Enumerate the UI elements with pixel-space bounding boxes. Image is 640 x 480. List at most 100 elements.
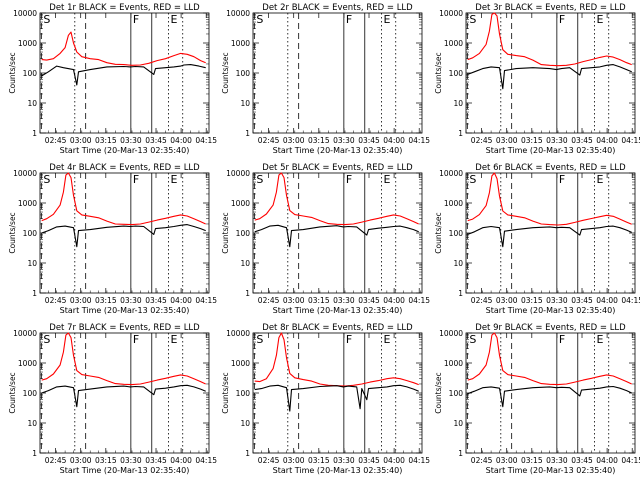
x-axis-label: Start Time (20-Mar-13 02:35:40) [60,146,190,155]
x-tick-label: 03:45 [145,136,167,145]
x-axis-label: Start Time (20-Mar-13 02:35:40) [273,466,403,475]
x-axis-label: Start Time (20-Mar-13 02:35:40) [486,146,616,155]
x-axis-label: Start Time (20-Mar-13 02:35:40) [273,146,403,155]
y-axis-label: Counts/sec [434,52,443,93]
y-axis-label: Counts/sec [221,52,230,93]
y-tick-label: 1000 [18,39,37,48]
time-marker-label: S [43,173,50,186]
events-series-line [254,384,419,412]
time-marker-label: S [43,13,50,26]
x-tick-label: 03:15 [95,136,117,145]
panel-title: Det 2r BLACK = Events, RED = LLD [262,3,413,13]
panel-det-7r: Det 7r BLACK = Events, RED = LLD 1 10 100 10… [8,323,217,475]
y-tick-label: 10000 [226,329,250,338]
x-tick-label: 04:15 [195,296,217,305]
x-tick-label: 03:15 [521,136,543,145]
x-tick-label: 03:00 [496,296,518,305]
x-tick-label: 02:45 [45,296,67,305]
x-tick-label: 03:45 [358,456,380,465]
x-axis-label: Start Time (20-Mar-13 02:35:40) [60,306,190,315]
plot-frame [39,172,210,294]
events-series-line [467,64,632,90]
time-marker-label: S [256,13,263,26]
plot-frame [465,332,636,454]
time-marker-label: S [469,13,476,26]
y-tick-label: 10000 [13,9,37,18]
y-tick-label: 1000 [444,359,463,368]
x-tick-label: 03:00 [283,456,305,465]
x-tick-label: 04:15 [621,456,640,465]
plot-frame [39,332,210,454]
lld-series-line [467,12,632,67]
y-tick-label: 100 [449,389,464,398]
x-tick-label: 03:00 [496,136,518,145]
y-tick-label: 10000 [226,169,250,178]
y-axis-label: Counts/sec [8,52,17,93]
lld-series-line [254,332,419,387]
x-tick-label: 03:45 [145,456,167,465]
x-tick-label: 04:00 [596,296,618,305]
y-tick-label: 100 [236,69,251,78]
events-series-line [41,384,206,408]
x-tick-label: 02:45 [258,296,280,305]
x-tick-label: 03:30 [546,456,568,465]
x-tick-label: 03:15 [521,456,543,465]
time-marker-label: F [346,173,352,186]
x-tick-label: 03:45 [145,296,167,305]
events-series-line [254,224,419,248]
x-tick-label: 04:00 [383,296,405,305]
time-marker-label: E [597,13,604,26]
y-tick-label: 1 [32,289,37,298]
y-tick-label: 1 [245,129,250,138]
y-tick-label: 1000 [444,39,463,48]
y-tick-label: 10 [27,99,37,108]
panel-title: Det 8r BLACK = Events, RED = LLD [262,323,413,333]
time-marker-label: E [171,13,178,26]
y-axis-label: Counts/sec [434,372,443,413]
plot-frame [252,172,423,294]
time-marker-label: F [559,173,565,186]
x-tick-label: 03:30 [333,136,355,145]
time-marker-label: S [469,173,476,186]
panel-det-2r: Det 2r BLACK = Events, RED = LLD 1 10 100 10… [221,3,430,155]
x-tick-label: 04:00 [170,296,192,305]
x-tick-label: 02:45 [471,456,493,465]
y-tick-label: 100 [449,229,464,238]
lld-series-line [41,172,206,226]
time-marker-label: S [43,333,50,346]
x-tick-label: 03:30 [546,136,568,145]
panel-det-3r: Det 3r BLACK = Events, RED = LLD 1 10 100 10… [434,3,640,155]
y-tick-label: 100 [23,389,38,398]
y-tick-label: 10 [240,419,250,428]
x-tick-label: 04:15 [195,456,217,465]
y-tick-label: 10 [27,259,37,268]
time-marker-label: S [469,333,476,346]
x-tick-label: 03:00 [283,296,305,305]
x-tick-label: 03:15 [95,456,117,465]
y-axis-label: Counts/sec [8,372,17,413]
y-tick-label: 1000 [444,199,463,208]
panel-title: Det 9r BLACK = Events, RED = LLD [475,323,626,333]
y-tick-label: 10 [453,419,463,428]
x-tick-label: 03:30 [333,456,355,465]
x-tick-label: 04:00 [596,456,618,465]
x-tick-label: 03:30 [120,456,142,465]
time-marker-label: F [133,13,139,26]
y-tick-label: 1000 [18,199,37,208]
y-tick-label: 10000 [439,329,463,338]
time-marker-label: F [133,333,139,346]
y-axis-label: Counts/sec [221,212,230,253]
x-tick-label: 02:45 [258,456,280,465]
time-marker-label: F [346,333,352,346]
y-tick-label: 1 [245,449,250,458]
x-tick-label: 03:45 [571,456,593,465]
y-tick-label: 100 [236,389,251,398]
x-tick-label: 03:00 [70,136,92,145]
x-tick-label: 04:15 [408,136,430,145]
time-marker-label: F [133,173,139,186]
y-tick-label: 1 [245,289,250,298]
x-axis-label: Start Time (20-Mar-13 02:35:40) [486,466,616,475]
y-tick-label: 10 [240,99,250,108]
x-axis-label: Start Time (20-Mar-13 02:35:40) [486,306,616,315]
